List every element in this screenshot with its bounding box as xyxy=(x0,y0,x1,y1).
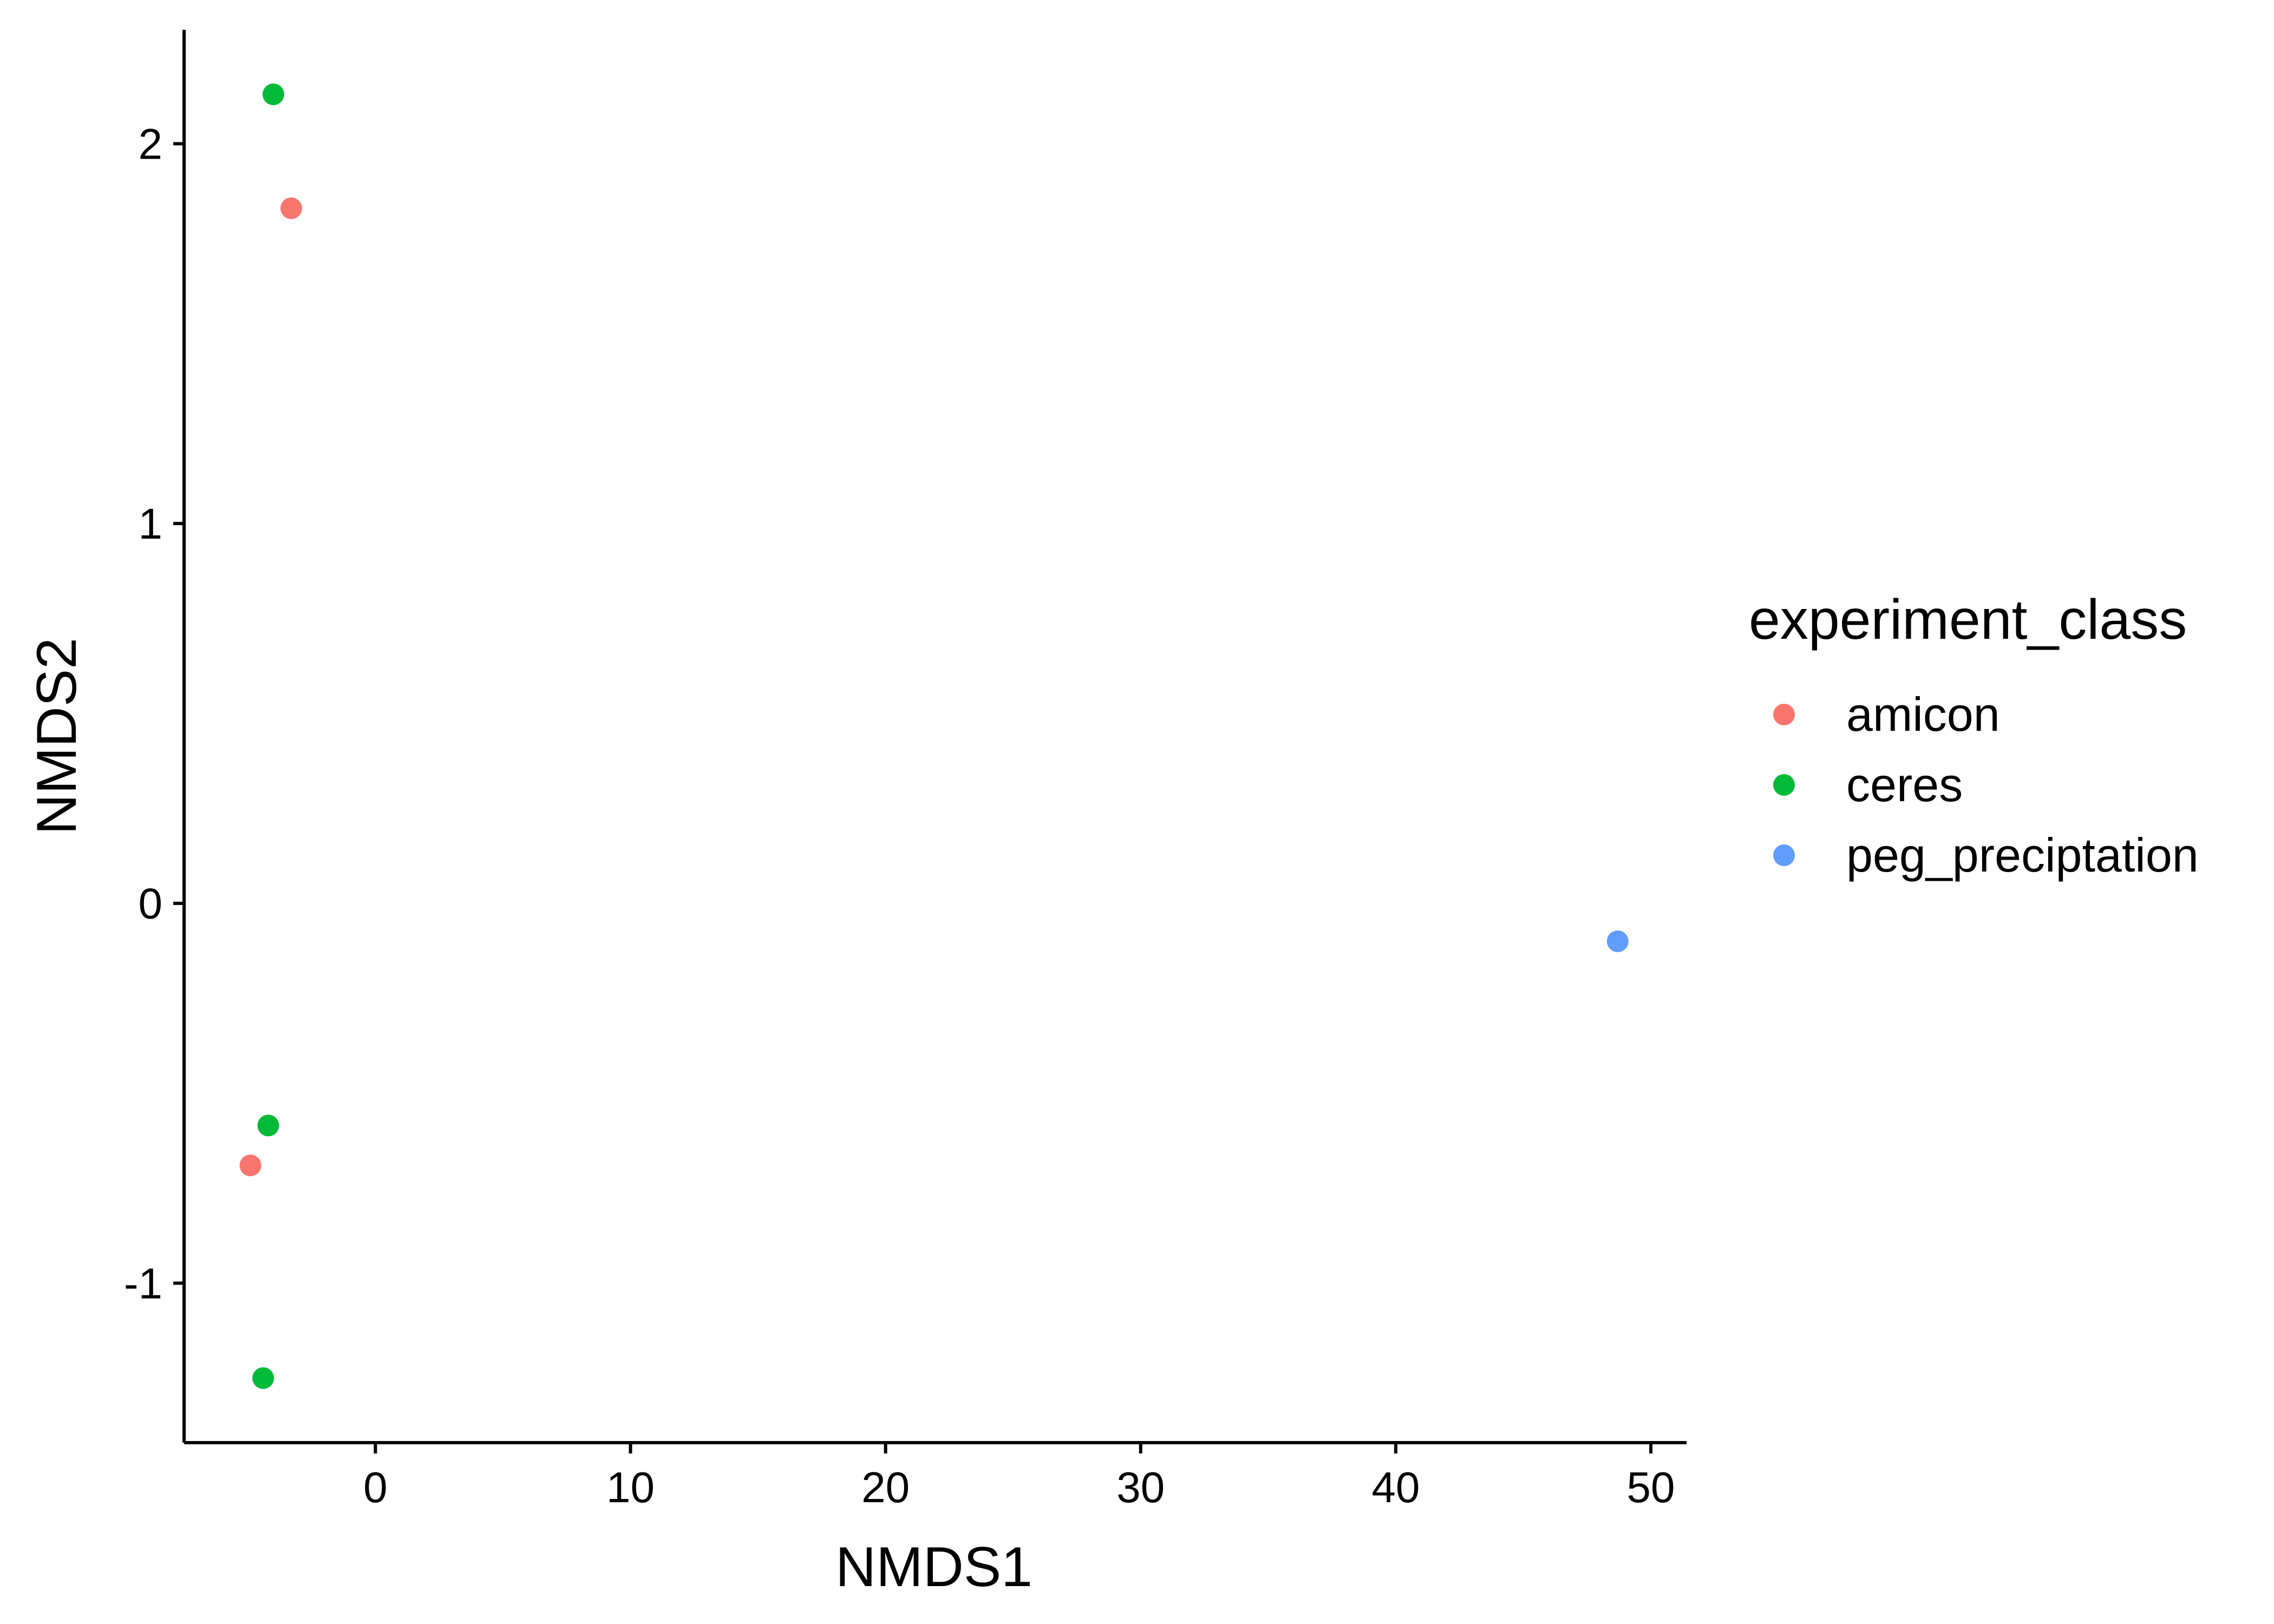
legend-title: experiment_class xyxy=(1749,588,2187,651)
data-point-amicon xyxy=(280,197,302,219)
legend-label-peg_preciptation: peg_preciptation xyxy=(1846,828,2199,882)
y-tick-label: 1 xyxy=(139,500,163,548)
y-tick-label: 0 xyxy=(139,880,163,928)
x-axis-ticks: 0 10 20 30 40 50 xyxy=(363,1443,1675,1511)
x-tick-label: 50 xyxy=(1627,1463,1675,1511)
data-point-ceres xyxy=(262,83,284,106)
data-point-amicon xyxy=(239,1154,262,1176)
data-points xyxy=(239,83,1629,1389)
y-axis-title: NMDS2 xyxy=(25,638,88,835)
x-tick-label: 0 xyxy=(363,1463,388,1511)
legend-label-amicon: amicon xyxy=(1846,687,2000,741)
legend-key-ceres xyxy=(1773,774,1795,796)
legend-label-ceres: ceres xyxy=(1846,758,1963,811)
y-axis-ticks: -1 0 1 2 xyxy=(124,120,184,1307)
legend-key-peg_preciptation xyxy=(1773,844,1795,866)
y-tick-label: -1 xyxy=(124,1259,162,1307)
x-tick-label: 20 xyxy=(861,1463,910,1511)
x-tick-label: 10 xyxy=(606,1463,655,1511)
data-point-ceres xyxy=(257,1115,279,1137)
x-tick-label: 30 xyxy=(1116,1463,1165,1511)
x-axis-title: NMDS1 xyxy=(835,1536,1033,1599)
y-tick-label: 2 xyxy=(139,120,163,168)
legend-key-amicon xyxy=(1773,704,1795,725)
data-point-peg_preciptation xyxy=(1606,930,1629,952)
data-point-ceres xyxy=(252,1367,275,1389)
x-tick-label: 40 xyxy=(1371,1463,1420,1511)
legend: experiment_class amicon ceres peg_precipta… xyxy=(1749,588,2199,882)
